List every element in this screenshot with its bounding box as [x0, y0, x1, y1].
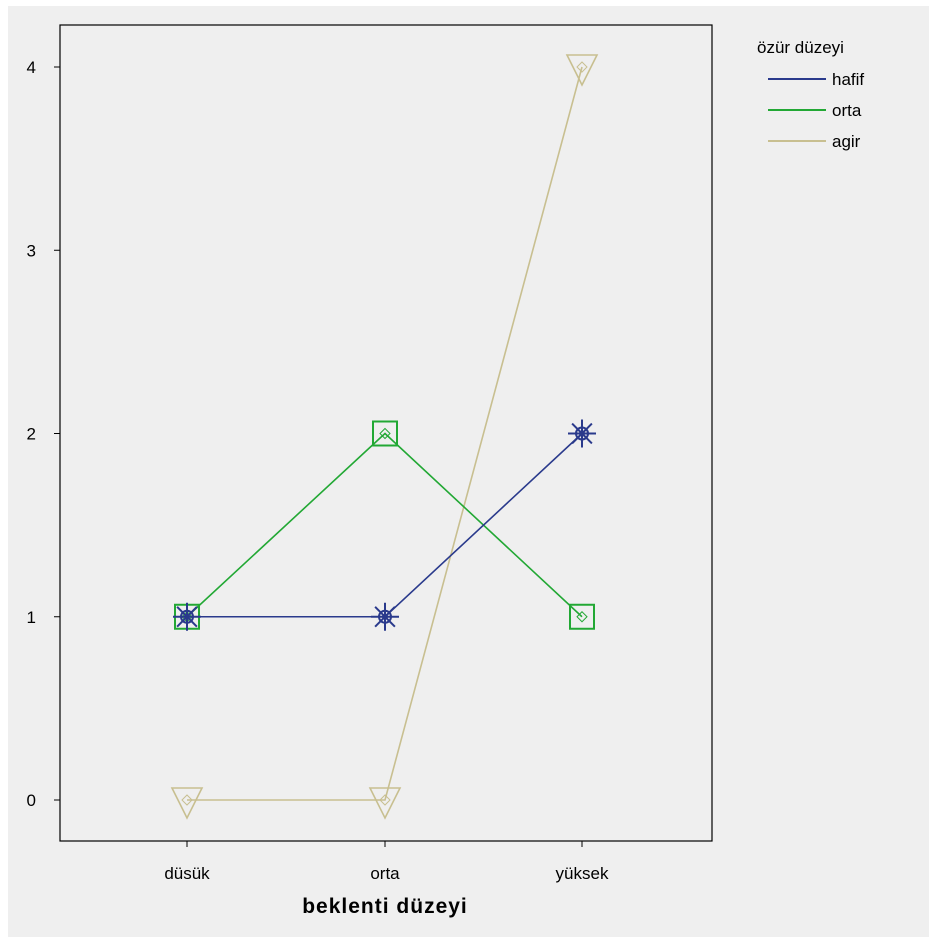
y-tick-label: 2	[27, 425, 36, 444]
data-point	[371, 602, 399, 631]
y-tick-label: 1	[27, 608, 36, 627]
y-tick-label: 0	[27, 791, 36, 810]
data-point	[173, 602, 201, 631]
series-hafif	[173, 419, 596, 631]
x-tick-label: yüksek	[556, 864, 609, 883]
x-tick-label: düsük	[164, 864, 210, 883]
legend-label: orta	[832, 101, 862, 120]
data-point	[569, 603, 595, 630]
series-agir	[170, 54, 599, 820]
y-tick-label: 3	[27, 241, 36, 260]
legend-label: hafif	[832, 70, 864, 89]
x-axis-title: beklenti düzeyi	[302, 895, 468, 918]
legend-label: agir	[832, 132, 861, 151]
data-point	[565, 54, 599, 87]
data-point	[368, 787, 402, 820]
x-tick-label: orta	[370, 864, 400, 883]
data-point	[170, 787, 204, 820]
legend-title: özür düzeyi	[757, 38, 844, 57]
chart-background	[8, 6, 929, 937]
y-tick-label: 4	[27, 58, 36, 77]
series-line	[186, 432, 583, 618]
data-point	[372, 420, 398, 447]
series-line	[187, 66, 583, 801]
data-point	[568, 419, 596, 448]
